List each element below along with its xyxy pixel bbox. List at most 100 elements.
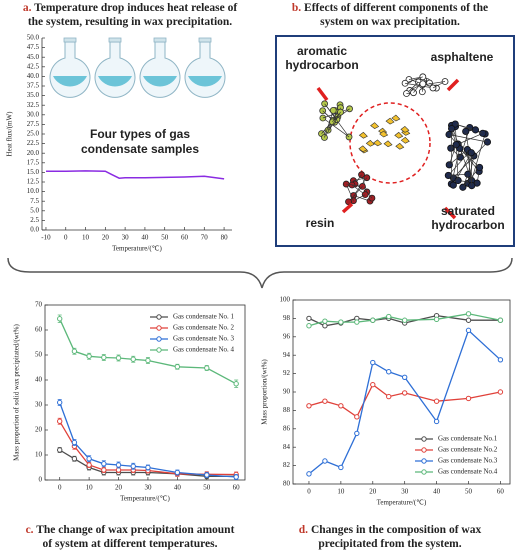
x-tick-label: 10	[86, 484, 94, 492]
data-point	[402, 375, 406, 379]
data-point	[434, 317, 438, 321]
caption-line: the system, resulting in wax precipitati…	[28, 16, 232, 28]
panel-label: a.	[23, 2, 32, 14]
y-tick-label: 17.5	[27, 158, 40, 166]
flask-neck	[109, 38, 121, 42]
bond	[324, 112, 340, 137]
flask-neck	[154, 38, 166, 42]
y-tick-label: 7.5	[30, 197, 39, 205]
x-tick-label: 50	[203, 484, 211, 492]
wax-crystal	[371, 123, 379, 129]
x-tick-label: 20	[369, 488, 377, 496]
x-axis-label: Temperature/(℃)	[112, 245, 162, 253]
x-tick-label: 60	[497, 488, 505, 496]
x-tick-label: 50	[161, 234, 169, 242]
y-tick-label: 35.0	[27, 91, 40, 99]
data-point	[307, 404, 311, 408]
flask	[185, 42, 225, 97]
data-point	[72, 457, 76, 461]
y-tick-label: 30	[35, 401, 43, 409]
x-tick-label: 30	[401, 488, 409, 496]
y-tick-label: 47.5	[27, 43, 40, 51]
component-label: resin	[306, 216, 335, 230]
data-point	[72, 349, 76, 353]
y-tick-label: 37.5	[27, 82, 40, 90]
series-line	[309, 385, 500, 417]
data-point	[146, 358, 150, 362]
caption-line: Temperature drop induces heat release of	[34, 2, 237, 14]
flask	[95, 42, 135, 97]
data-point	[131, 464, 135, 468]
y-tick-label: 22.5	[27, 139, 40, 147]
x-tick-label: 20	[102, 234, 110, 242]
panel-label: c.	[26, 524, 34, 536]
data-point	[387, 394, 391, 398]
x-tick-label: 20	[115, 484, 123, 492]
data-point	[498, 390, 502, 394]
data-point	[434, 399, 438, 403]
y-tick-label: 32.5	[27, 101, 40, 109]
x-tick-label: 60	[181, 234, 189, 242]
component-label: aromatic	[297, 44, 347, 58]
y-tick-label: 40	[35, 376, 43, 384]
y-tick-label: 70	[35, 301, 43, 309]
atom	[420, 81, 426, 87]
y-tick-label: 45.0	[27, 53, 40, 61]
annotation: Four types of gas	[90, 127, 190, 141]
y-axis-label: Mass proportion of solid wax precipitate…	[13, 324, 21, 461]
y-tick-label: 50	[35, 351, 43, 359]
atom	[330, 107, 336, 113]
legend-label: Gas condensate No.4	[438, 468, 498, 476]
data-point	[466, 328, 470, 332]
caption: the system, resulting in wax precipitati…	[28, 16, 232, 28]
caption: precipitated from the system.	[318, 538, 461, 550]
data-point	[116, 356, 120, 360]
y-tick-label: 40.0	[27, 72, 40, 80]
data-point	[58, 400, 62, 404]
data-point	[234, 475, 238, 479]
data-point	[58, 317, 62, 321]
data-point	[58, 419, 62, 423]
data-point	[339, 320, 343, 324]
y-tick-label: 10	[35, 451, 43, 459]
caption: c. The change of wax precipitation amoun…	[26, 524, 235, 536]
data-point	[466, 318, 470, 322]
y-tick-label: 42.5	[27, 62, 40, 70]
data-point	[355, 320, 359, 324]
data-point	[402, 318, 406, 322]
y-tick-label: 27.5	[27, 120, 40, 128]
panel-label: b.	[292, 2, 301, 14]
y-tick-label: 50.0	[27, 34, 40, 42]
legend-marker	[157, 315, 161, 319]
legend-marker	[422, 470, 426, 474]
wax-crystal	[392, 115, 400, 121]
x-tick-label: 50	[465, 488, 473, 496]
legend-marker	[157, 326, 161, 330]
x-tick-label: -10	[41, 234, 51, 242]
y-tick-label: 98	[283, 314, 291, 322]
component-label: hydrocarbon	[285, 58, 358, 72]
data-point	[339, 404, 343, 408]
legend-marker	[157, 337, 161, 341]
caption: system on wax precipitation.	[320, 16, 460, 28]
x-tick-label: 70	[201, 234, 209, 242]
y-tick-label: 80	[283, 480, 291, 488]
data-point	[323, 324, 327, 328]
data-point	[339, 465, 343, 469]
data-point	[87, 457, 91, 461]
y-tick-label: 92	[283, 369, 291, 377]
y-tick-label: 20.0	[27, 149, 40, 157]
data-point	[307, 324, 311, 328]
x-tick-label: 30	[144, 484, 152, 492]
y-tick-label: 90	[283, 388, 291, 396]
arrow	[343, 204, 352, 212]
data-point	[87, 463, 91, 467]
data-point	[498, 318, 502, 322]
data-point	[102, 468, 106, 472]
data-point	[116, 463, 120, 467]
data-point	[175, 365, 179, 369]
caption: a. Temperature drop induces heat release…	[23, 2, 238, 14]
legend-label: Gas condensate No. 3	[173, 335, 235, 343]
data-point	[371, 318, 375, 322]
